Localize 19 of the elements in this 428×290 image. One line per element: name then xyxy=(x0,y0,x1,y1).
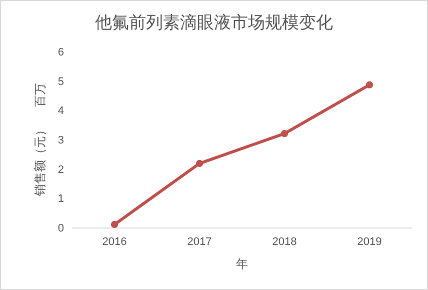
y-tick-label: 1 xyxy=(58,193,64,206)
point xyxy=(366,81,374,88)
point xyxy=(196,160,204,168)
x-tick-label: 2018 xyxy=(272,236,297,248)
point xyxy=(280,130,288,138)
y-axis-title: 销售额（元） xyxy=(33,124,47,197)
text: 百万 xyxy=(33,83,47,107)
y-tick-label: 4 xyxy=(58,105,64,118)
y-tick-label: 3 xyxy=(58,134,64,147)
chart-title: 他氟前列素滴眼液市场规模变化 xyxy=(95,13,333,33)
x-tick-label: 2019 xyxy=(357,236,382,248)
x-axis-title: 年 xyxy=(236,257,248,271)
y-tick-label: 5 xyxy=(58,76,64,88)
point xyxy=(110,220,118,228)
x-tick-label: 2017 xyxy=(187,236,212,248)
y-tick-label: 2 xyxy=(58,164,64,176)
x-tick-label: 2016 xyxy=(102,236,127,248)
y-tick-label: 6 xyxy=(58,46,64,59)
y-tick-label: 0 xyxy=(58,222,64,235)
